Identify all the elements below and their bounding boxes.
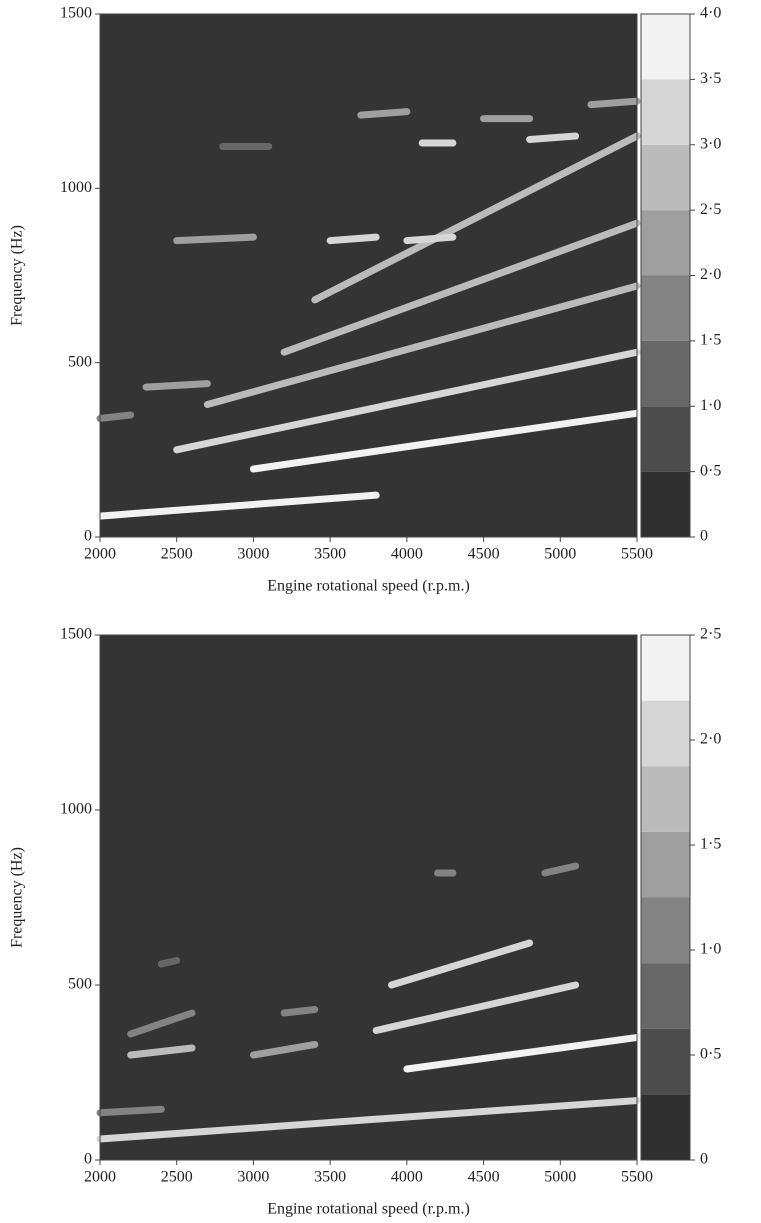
x-tick-label: 4000 bbox=[391, 1169, 423, 1186]
colorbar-tick-label: 2·0 bbox=[700, 266, 721, 283]
x-tick-label: 4500 bbox=[468, 1169, 500, 1186]
y-tick-label: 500 bbox=[68, 976, 92, 993]
colorbar-tick-label: 4·0 bbox=[700, 5, 721, 22]
colorbar-band bbox=[641, 635, 690, 701]
colorbar-tick-label: 1·5 bbox=[700, 332, 721, 349]
colorbar-tick-label: 1·0 bbox=[700, 941, 721, 958]
y-tick-label: 500 bbox=[68, 353, 92, 370]
colorbar-band bbox=[641, 700, 690, 767]
y-axis-label: Frequency (Hz) bbox=[9, 225, 26, 326]
x-tick-label: 5500 bbox=[621, 1169, 653, 1186]
x-tick-label: 2500 bbox=[161, 546, 193, 563]
colorbar-band bbox=[641, 471, 690, 537]
spectral-streak bbox=[142, 380, 211, 391]
colorbar-frame bbox=[640, 634, 691, 1161]
x-tick-label: 3500 bbox=[314, 1169, 346, 1186]
spectral-streak bbox=[403, 233, 457, 245]
plot-frame bbox=[99, 634, 638, 1161]
y-tick-label: 0 bbox=[84, 1151, 92, 1168]
x-tick-label: 2500 bbox=[161, 1169, 193, 1186]
colorbar-tick-label: 0 bbox=[700, 528, 708, 545]
spectral-streak bbox=[249, 409, 641, 473]
spectral-streak bbox=[96, 491, 380, 520]
y-tick-label: 1500 bbox=[60, 626, 92, 643]
x-tick-label: 3000 bbox=[237, 546, 269, 563]
colorbar-tick-label: 2·5 bbox=[700, 201, 721, 218]
x-tick-label: 5500 bbox=[621, 546, 653, 563]
x-tick-label: 4500 bbox=[468, 546, 500, 563]
spectral-streak bbox=[372, 981, 580, 1034]
colorbar-band bbox=[641, 144, 690, 211]
spectral-streak bbox=[127, 1044, 196, 1059]
colorbar-tick-label: 3·0 bbox=[700, 135, 721, 152]
spectral-streak bbox=[173, 233, 257, 245]
colorbar-band bbox=[641, 14, 690, 80]
spectral-streak bbox=[541, 862, 580, 877]
colorbar-tick-label: 1·0 bbox=[700, 397, 721, 414]
x-tick-label: 3000 bbox=[237, 1169, 269, 1186]
spectral-streak bbox=[357, 108, 411, 119]
plot-area bbox=[100, 635, 637, 1160]
spectral-streak bbox=[587, 97, 641, 109]
spectral-streak bbox=[173, 348, 641, 454]
plot-frame bbox=[99, 13, 638, 538]
colorbar-band bbox=[641, 831, 690, 898]
colorbar-band bbox=[641, 897, 690, 964]
colorbar-band bbox=[641, 210, 690, 276]
y-tick-label: 1500 bbox=[60, 5, 92, 22]
spectral-streak bbox=[157, 957, 181, 968]
y-tick-label: 1000 bbox=[60, 179, 92, 196]
spectral-streak bbox=[96, 1105, 165, 1117]
spectral-streak bbox=[96, 411, 135, 422]
y-tick-label: 0 bbox=[84, 528, 92, 545]
colorbar-tick-label: 1·5 bbox=[700, 836, 721, 853]
colorbar-band bbox=[641, 275, 690, 341]
colorbar-tick-label: 0 bbox=[700, 1151, 708, 1168]
y-axis-label: Frequency (Hz) bbox=[9, 847, 26, 948]
x-tick-label: 2000 bbox=[84, 546, 116, 563]
colorbar-tick-label: 3·5 bbox=[700, 70, 721, 87]
colorbar-tick-label: 0·5 bbox=[700, 1046, 721, 1063]
spectral-streak bbox=[326, 233, 380, 245]
colorbar-band bbox=[641, 1028, 690, 1095]
spectral-streak bbox=[388, 939, 534, 989]
colorbar-band bbox=[641, 963, 690, 1029]
spectral-streak bbox=[403, 1034, 641, 1073]
spectral-streak bbox=[203, 282, 641, 409]
spectral-streak bbox=[311, 132, 641, 304]
x-axis-label: Engine rotational speed (r.p.m.) bbox=[267, 578, 470, 595]
colorbar-band bbox=[641, 79, 690, 145]
x-tick-label: 2000 bbox=[84, 1169, 116, 1186]
x-tick-label: 4000 bbox=[391, 546, 423, 563]
colorbar-band bbox=[641, 340, 690, 407]
spectral-streak bbox=[280, 1006, 319, 1017]
x-tick-label: 3500 bbox=[314, 546, 346, 563]
colorbar-band bbox=[641, 406, 690, 472]
spectral-streak bbox=[526, 132, 580, 144]
x-tick-label: 5000 bbox=[544, 1169, 576, 1186]
y-tick-label: 1000 bbox=[60, 801, 92, 818]
x-axis-label: Engine rotational speed (r.p.m.) bbox=[267, 1201, 470, 1218]
colorbar-tick-label: 2·0 bbox=[700, 731, 721, 748]
spectral-streak bbox=[249, 1041, 319, 1059]
colorbar-tick-label: 0·5 bbox=[700, 462, 721, 479]
colorbar-tick-label: 2·5 bbox=[700, 626, 721, 643]
x-tick-label: 5000 bbox=[544, 546, 576, 563]
colorbar-band bbox=[641, 1094, 690, 1160]
colorbar-band bbox=[641, 766, 690, 832]
spectral-streak bbox=[96, 1097, 641, 1143]
spectral-streak bbox=[127, 1009, 196, 1038]
spectral-streak bbox=[280, 219, 641, 356]
